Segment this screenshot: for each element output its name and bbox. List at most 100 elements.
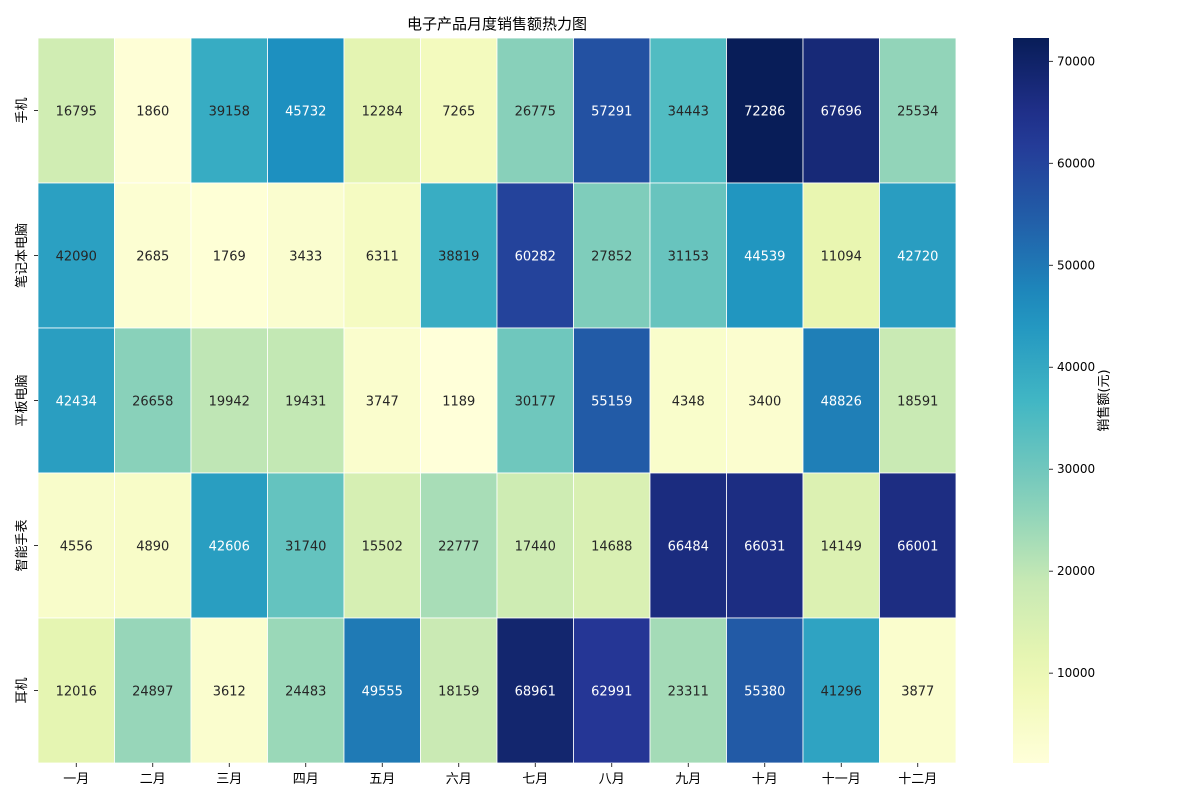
heatmap-cell [267,472,345,619]
heatmap-cell [343,182,421,329]
cell-value-label: 7265 [442,105,475,120]
colorbar-tick-label: 60000 [1057,156,1095,170]
cell-value-label: 68961 [515,685,556,700]
colorbar-tick-label: 70000 [1057,54,1095,68]
cell-value-label: 1769 [213,250,246,265]
heatmap-cell [343,327,421,474]
x-tick-label: 十一月 [822,772,861,787]
colorbar-tick-label: 20000 [1057,564,1095,578]
cell-value-label: 19431 [285,395,326,410]
heatmap-cell [496,472,574,619]
heatmap-cell [802,617,880,764]
heatmap-cell [37,37,115,184]
heatmap-cell [802,472,880,619]
heatmap-cell [37,327,115,474]
x-axis: 一月 二月 三月 四月 五月 六月 七月 八月 九月 十月 十一月 十二月 [63,763,937,787]
cell-value-label: 60282 [515,250,556,265]
cell-value-label: 12284 [362,105,403,120]
heatmap-cell [420,472,498,619]
heatmap-cell [420,37,498,184]
heatmap-cell [573,182,651,329]
cell-value-label: 45732 [285,105,326,120]
x-tick-label: 八月 [599,772,625,787]
heatmap-cell [190,37,268,184]
cell-value-label: 42434 [56,395,97,410]
heatmap-cell [267,327,345,474]
cell-value-label: 19942 [209,395,250,410]
heatmap-cell [879,37,957,184]
y-tick-label: 笔记本电脑 [14,223,30,288]
x-tick-label: 十二月 [898,772,937,787]
heatmap-cell [37,617,115,764]
cell-value-label: 25534 [897,105,938,120]
cell-value-label: 17440 [515,540,556,555]
heatmap-cell [726,37,804,184]
cell-value-label: 31153 [668,250,709,265]
cell-value-label: 6311 [366,250,399,265]
heatmap-cell [190,472,268,619]
x-tick-label: 二月 [140,772,166,787]
cell-value-label: 1860 [136,105,169,120]
heatmap-cell [802,327,880,474]
colorbar-tick-label: 40000 [1057,360,1095,374]
heatmap-cell [267,182,345,329]
cell-value-label: 34443 [668,105,709,120]
colorbar-tick-label: 10000 [1057,666,1095,680]
cell-value-label: 12016 [56,685,97,700]
cell-value-label: 38819 [438,250,479,265]
cell-value-label: 14688 [591,540,632,555]
cell-value-label: 42090 [56,250,97,265]
heatmap-cell [114,37,192,184]
cell-value-label: 62991 [591,685,632,700]
cell-value-label: 55380 [744,685,785,700]
cell-value-label: 23311 [668,685,709,700]
cell-value-label: 3612 [213,685,246,700]
cell-value-label: 55159 [591,395,632,410]
heatmap-cell [190,182,268,329]
cell-value-label: 15502 [362,540,403,555]
heatmap-cell [37,182,115,329]
cell-value-label: 41296 [821,685,862,700]
heatmap-cell [420,182,498,329]
chart-title: 电子产品月度销售额热力图 [407,15,587,33]
heatmap-cell [190,617,268,764]
cell-value-label: 22777 [438,540,479,555]
cell-value-label: 26775 [515,105,556,120]
colorbar-tick-label: 30000 [1057,462,1095,476]
heatmap-cell [802,182,880,329]
cell-value-label: 48826 [821,395,862,410]
cell-value-label: 4890 [136,540,169,555]
heatmap-cell [37,472,115,619]
cell-value-label: 67696 [821,105,862,120]
cell-value-label: 4556 [60,540,93,555]
x-tick-label: 一月 [63,772,89,787]
heatmap-cell [879,182,957,329]
cell-value-label: 24897 [132,685,173,700]
cell-value-label: 44539 [744,250,785,265]
heatmap-cell [879,327,957,474]
x-tick-label: 六月 [446,772,472,787]
cell-value-label: 3433 [289,250,322,265]
heatmap-cell [420,617,498,764]
heatmap-cell [190,327,268,474]
y-tick-label: 耳机 [15,677,30,703]
x-tick-label: 七月 [522,772,548,787]
heatmap-cell-labels: 16795 1860 39158 45732 12284 7265 26775 57291 34… [56,105,939,700]
cell-value-label: 24483 [285,685,326,700]
heatmap-cell [573,37,651,184]
heatmap-cell [114,617,192,764]
colorbar-gradient [1013,38,1049,763]
cell-value-label: 31740 [285,540,326,555]
cell-value-label: 72286 [744,105,785,120]
y-tick-label: 手机 [15,97,30,123]
heatmap-cell [879,472,957,619]
heatmap-cell [496,617,574,764]
cell-value-label: 11094 [821,250,862,265]
cell-value-label: 42606 [209,540,250,555]
heatmap-cell [573,617,651,764]
cell-value-label: 2685 [136,250,169,265]
x-tick-label: 四月 [293,772,319,787]
